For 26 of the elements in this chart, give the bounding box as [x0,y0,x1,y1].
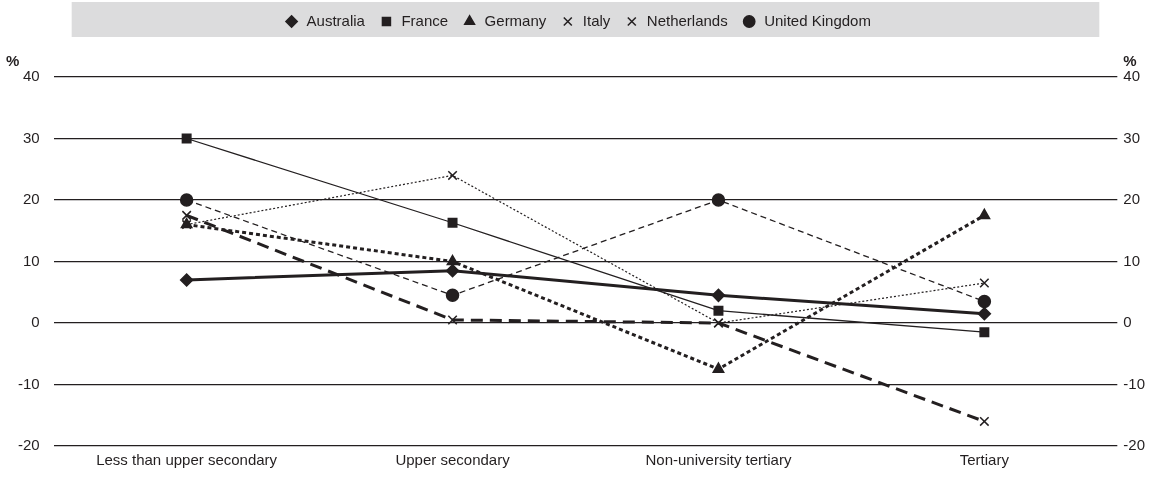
x-tick-label: Upper secondary [395,451,511,469]
legend-label: Germany [484,11,547,29]
y2-tick-label: 10 [1123,251,1141,269]
legend-label: Italy [582,11,611,29]
y-tick-label: 20 [22,190,40,208]
legend-label: Netherlands [646,11,728,29]
y-tick-label: 10 [22,251,40,269]
y2-tick-label: 0 [1123,313,1132,331]
y2-axis-title: % [1123,51,1137,69]
y2-tick-label: 30 [1123,128,1141,146]
y-tick-label: 40 [22,67,40,85]
y2-tick-label: 20 [1123,190,1141,208]
y-tick-label: -20 [17,436,40,454]
y-axis-title: % [6,51,20,69]
y-tick-label: 0 [31,313,40,331]
legend-label: France [401,11,449,29]
x-tick-label: Non-university tertiary [645,451,792,469]
y2-tick-label: -10 [1123,374,1146,392]
y2-tick-label: -20 [1123,436,1146,454]
y2-tick-label: 40 [1123,67,1141,85]
x-tick-label: Less than upper secondary [96,451,278,469]
legend-label: Australia [306,11,366,29]
x-tick-label: Tertiary [959,451,1010,469]
y-tick-label: 30 [22,128,40,146]
y-tick-label: -10 [17,374,40,392]
legend-label: United Kingdom [764,11,871,29]
